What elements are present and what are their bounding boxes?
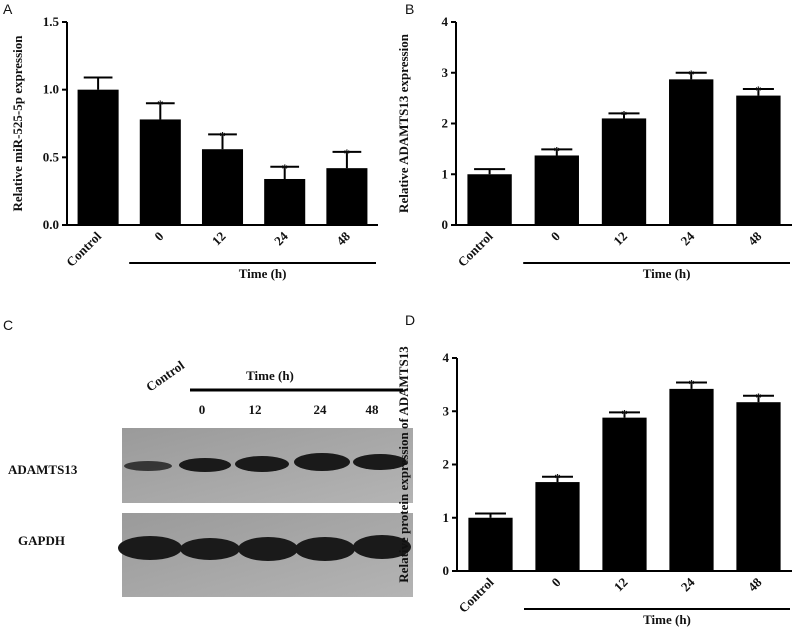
bar [467,174,512,225]
bar [535,482,580,571]
significance-label: * [688,67,695,82]
significance-label: * [281,161,288,176]
y-axis-label: Relative protein expression of ADAMTS13 [396,346,411,583]
bar [326,168,368,225]
bar [201,149,244,225]
y-tick-label: 0 [443,563,450,578]
y-tick-label: 0 [442,217,449,232]
time-label: Time (h) [246,368,294,383]
y-tick-label: 1.0 [43,82,59,97]
y-axis-label: Relative ADAMTS13 expression [396,33,411,213]
x-tick-label: Control [63,228,104,269]
y-tick-label: 2 [443,457,450,472]
lane-label: 48 [366,402,380,417]
significance-label: * [554,143,561,158]
bands [118,453,411,561]
x-tick-label: 12 [611,575,631,595]
lane-label: 12 [249,402,262,417]
blot-panel: C Control Time (h) 0 12 24 48 ADAMTS13 G… [3,317,413,597]
panel-letter: D [405,312,415,328]
significance-label: * [755,390,762,405]
y-tick-label: 3 [442,65,449,80]
y-tick-label: 4 [443,350,450,365]
y-tick-label: 1 [442,166,449,181]
panel-letter: A [3,1,13,17]
bar [264,178,306,225]
significance-label: * [621,107,628,122]
x-tick-label: 24 [678,574,698,594]
x-axis-label: Time (h) [239,266,287,281]
x-tick-label: 0 [151,229,166,244]
x-tick-label: 48 [333,228,353,248]
bar [736,95,781,226]
bar [601,118,647,225]
x-tick-label: 24 [678,228,698,248]
significance-label: * [755,83,762,98]
y-tick-label: 3 [443,403,450,418]
x-tick-label: Control [455,228,496,269]
y-tick-label: 1 [443,510,450,525]
bar [736,402,781,571]
y-tick-label: 0.0 [43,217,59,232]
panel-letter: C [3,317,13,333]
y-axis-label: Relative miR-525-5p expression [10,35,25,212]
bar [534,155,579,225]
significance-label: * [219,128,226,143]
bar [602,417,647,571]
bar [669,79,714,225]
y-tick-label: 0.5 [43,149,60,164]
x-tick-label: Control [456,574,497,615]
y-tick-label: 4 [442,14,449,29]
bar [77,89,119,226]
x-tick-label: 0 [548,575,563,590]
row-label: ADAMTS13 [8,462,78,477]
lane-label: 24 [314,402,328,417]
significance-label: * [554,471,561,486]
bar [669,388,714,571]
y-tick-label: 1.5 [43,14,60,29]
x-tick-label: 48 [745,228,765,248]
significance-label: * [688,376,695,391]
x-axis-label: Time (h) [643,612,691,627]
panel-letter: B [405,1,414,17]
y-tick-label: 2 [442,116,449,131]
bar [139,119,181,225]
significance-label: * [157,97,164,112]
x-tick-label: 12 [209,229,229,249]
x-tick-label: 48 [745,574,765,594]
lane-label: 0 [199,402,206,417]
significance-label: * [344,146,351,161]
lane-label: Control [143,357,187,394]
x-tick-label: 0 [548,229,563,244]
row-label: GAPDH [18,533,65,548]
significance-label: * [621,406,628,421]
x-tick-label: 12 [610,229,630,249]
x-axis-label: Time (h) [643,266,691,281]
bar [468,517,513,571]
x-tick-label: 24 [271,228,291,248]
